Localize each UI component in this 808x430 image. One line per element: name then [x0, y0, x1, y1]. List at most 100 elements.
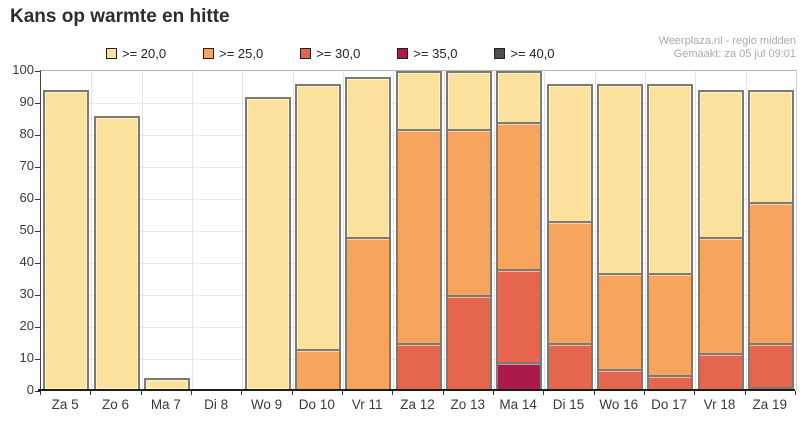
x-axis-label: Vr 11: [351, 397, 383, 412]
gridline-vertical: [91, 71, 93, 391]
gridline-vertical: [745, 71, 747, 391]
gridline-vertical: [443, 71, 445, 391]
x-axis-label: Wo 16: [599, 397, 639, 412]
legend-label: >= 20,0: [122, 46, 167, 61]
x-axis-tick: [795, 391, 796, 395]
bar-segment-300: [397, 343, 440, 389]
x-axis-tick: [543, 391, 545, 395]
bar-segment-300: [699, 352, 742, 389]
x-axis-tick: [291, 391, 293, 395]
watermark: Weerplaza.nl - regio midden Gemaakt: za …: [659, 35, 796, 61]
y-axis-tick: [35, 198, 40, 200]
legend-swatch-icon: [397, 48, 409, 59]
bar-segment-300: [749, 343, 792, 389]
legend-item: >= 25,0: [203, 46, 263, 61]
bar-za-19: [747, 90, 794, 391]
gridline-vertical: [343, 71, 344, 391]
bar-segment-350: [498, 362, 541, 389]
bar-vr-18: [697, 90, 744, 391]
bar-do-10: [294, 83, 341, 391]
chart-legend: >= 20,0 >= 25,0 >= 30,0 >= 35,0 >= 40,0: [106, 46, 555, 61]
gridline-vertical: [645, 71, 646, 391]
x-axis-label: Ma 7: [150, 397, 181, 412]
bar-segment-350: [749, 387, 792, 389]
y-axis-tick: [35, 230, 40, 232]
x-axis-label: Zo 6: [101, 397, 129, 412]
legend-swatch-icon: [203, 48, 215, 59]
x-axis-label: Do 10: [298, 397, 335, 412]
x-axis-label: Za 12: [400, 397, 435, 412]
bar-zo-6: [93, 115, 140, 391]
x-axis-tick: [392, 391, 394, 395]
y-axis-tick: [35, 102, 40, 104]
bar-segment-300: [447, 295, 490, 389]
bar-segment-300: [548, 343, 591, 389]
gridline-vertical: [594, 71, 596, 391]
y-axis-tick: [35, 262, 40, 264]
x-axis-tick: [744, 391, 746, 395]
x-axis-tick: [191, 391, 192, 395]
x-axis-tick: [442, 391, 444, 395]
legend-swatch-icon: [106, 48, 117, 59]
y-axis-label: 60: [19, 190, 34, 205]
y-axis-tick: [35, 166, 40, 168]
bar-wo-9: [244, 96, 291, 391]
watermark-generated-at: Gemaakt: za 05 jul 09:01: [673, 48, 796, 60]
y-axis-tick: [35, 70, 40, 72]
bar-do-17: [647, 83, 694, 391]
x-axis-tick: [40, 391, 41, 395]
legend-label: >= 40,0: [510, 46, 555, 61]
bar-segment-250: [649, 272, 692, 389]
y-axis-label: 90: [19, 94, 34, 109]
y-axis-label: 10: [19, 350, 34, 365]
legend-item: >= 30,0: [300, 46, 360, 61]
plot-area: [35, 70, 797, 392]
y-axis-label: 20: [19, 318, 34, 333]
y-axis-label: 0: [26, 382, 34, 397]
x-axis-tick: [241, 391, 243, 395]
bar-zo-13: [445, 71, 492, 391]
x-axis-label: Wo 9: [250, 397, 283, 412]
x-axis-tick: [140, 391, 142, 395]
bar-segment-300: [649, 375, 692, 389]
bar-wo-16: [596, 83, 643, 391]
bar-segment-300: [598, 368, 641, 389]
x-axis-label: Zo 13: [450, 397, 486, 412]
gridline-vertical: [695, 71, 697, 391]
gridline-vertical: [242, 71, 244, 391]
x-axis-tick: [694, 391, 696, 395]
legend-label: >= 25,0: [219, 46, 264, 61]
x-axis-tick: [644, 391, 645, 395]
y-axis-label: 80: [19, 126, 34, 141]
bar-ma-14: [496, 71, 543, 391]
y-axis-label: 100: [12, 62, 34, 77]
x-axis-tick: [342, 391, 343, 395]
y-axis-tick: [35, 294, 40, 296]
y-axis-label: 40: [19, 254, 34, 269]
x-axis-label: Ma 14: [499, 397, 537, 412]
bar-za-5: [43, 90, 90, 391]
bar-segment-250: [347, 237, 390, 389]
x-axis-line: [38, 389, 795, 391]
bar-vr-11: [345, 77, 392, 391]
x-axis-label: Vr 18: [703, 397, 736, 412]
x-axis-tick: [90, 391, 92, 395]
gridline-vertical: [494, 71, 495, 391]
x-axis-tick: [593, 391, 595, 395]
gridline-vertical: [141, 71, 143, 391]
legend-item: >= 40,0: [494, 46, 555, 61]
bar-di-15: [546, 83, 593, 391]
x-axis-label: Di 8: [204, 397, 229, 412]
legend-label: >= 30,0: [316, 46, 361, 61]
x-axis-label: Za 5: [51, 397, 79, 412]
x-axis-label: Di 15: [552, 397, 585, 412]
y-axis-tick: [35, 134, 40, 136]
legend-item: >= 20,0: [106, 46, 166, 61]
x-axis-label: Za 19: [752, 397, 788, 412]
chart-title: Kans op warmte en hitte: [10, 6, 230, 27]
legend-swatch-icon: [494, 48, 506, 59]
bar-segment-250: [296, 349, 339, 389]
y-axis-label: 70: [19, 158, 34, 173]
gridline-vertical: [393, 71, 395, 391]
